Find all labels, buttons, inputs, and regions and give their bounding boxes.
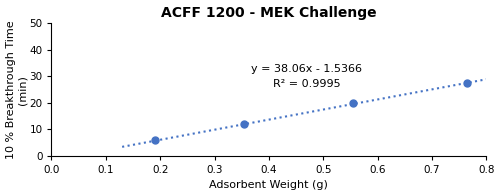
X-axis label: Adsorbent Weight (g): Adsorbent Weight (g) [210, 181, 328, 191]
Point [150, 138, 158, 142]
Point [463, 82, 471, 85]
Point [240, 122, 248, 126]
Title: ACFF 1200 - MEK Challenge: ACFF 1200 - MEK Challenge [161, 5, 376, 20]
Point [349, 101, 357, 104]
Y-axis label: 10 % Breakthrough Time
(min): 10 % Breakthrough Time (min) [6, 20, 28, 159]
Text: y = 38.06x - 1.5366
R² = 0.9995: y = 38.06x - 1.5366 R² = 0.9995 [252, 64, 362, 89]
